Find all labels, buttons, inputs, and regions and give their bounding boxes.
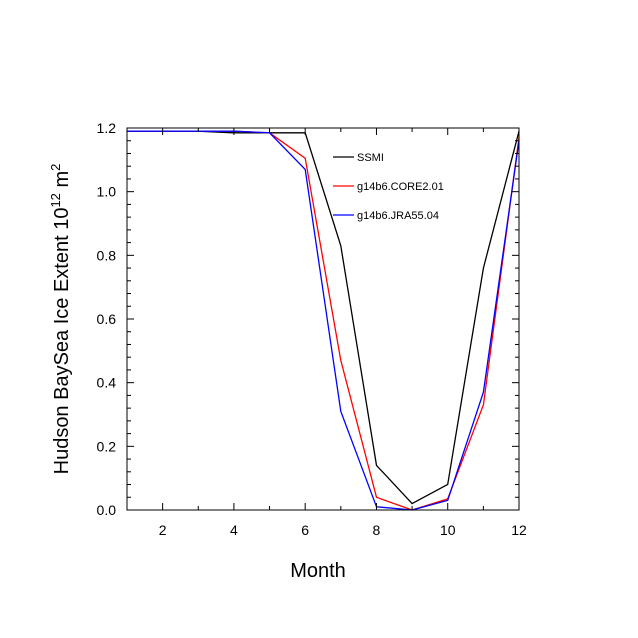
legend-label-jra55: g14b6.JRA55.04 bbox=[357, 210, 439, 222]
y-axis-label-unit: m bbox=[51, 171, 73, 193]
legend: SSMI g14b6.CORE2.01 g14b6.JRA55.04 bbox=[333, 152, 444, 222]
y-tick-label: 0.2 bbox=[97, 438, 117, 454]
series-line-2 bbox=[127, 130, 520, 511]
axis-ticks bbox=[126, 127, 520, 511]
y-axis-label-main: Hudson BaySea Ice Extent 10 bbox=[51, 208, 73, 475]
plot-lines bbox=[127, 130, 520, 511]
y-tick-label: 1.2 bbox=[97, 120, 117, 136]
legend-label-core2: g14b6.CORE2.01 bbox=[357, 181, 444, 193]
y-tick-label: 0.6 bbox=[97, 311, 117, 327]
y-axis-label-unit-exponent: 2 bbox=[48, 164, 63, 171]
x-tick-label: 2 bbox=[159, 522, 167, 538]
x-tick-labels: 2 4 6 8 10 12 bbox=[159, 522, 527, 538]
y-tick-labels: 0.0 0.2 0.4 0.6 0.8 1.0 1.2 bbox=[97, 120, 117, 518]
y-tick-label: 1.0 bbox=[97, 184, 117, 200]
x-tick-label: 8 bbox=[373, 522, 381, 538]
x-tick-label: 10 bbox=[440, 522, 456, 538]
y-axis-label-exponent: 12 bbox=[48, 193, 63, 207]
y-tick-label: 0.8 bbox=[97, 247, 117, 263]
y-tick-label: 0.0 bbox=[97, 502, 117, 518]
plot-frame bbox=[126, 127, 520, 511]
x-tick-label: 4 bbox=[230, 522, 238, 538]
y-tick-label: 0.4 bbox=[97, 375, 117, 391]
series-line-0 bbox=[127, 130, 520, 505]
x-tick-label: 12 bbox=[511, 522, 527, 538]
legend-label-ssmi: SSMI bbox=[357, 152, 384, 164]
y-axis-label: Hudson BaySea Ice Extent 1012 m2 bbox=[48, 164, 73, 475]
x-axis-label: Month bbox=[290, 560, 346, 582]
x-tick-label: 6 bbox=[301, 522, 309, 538]
